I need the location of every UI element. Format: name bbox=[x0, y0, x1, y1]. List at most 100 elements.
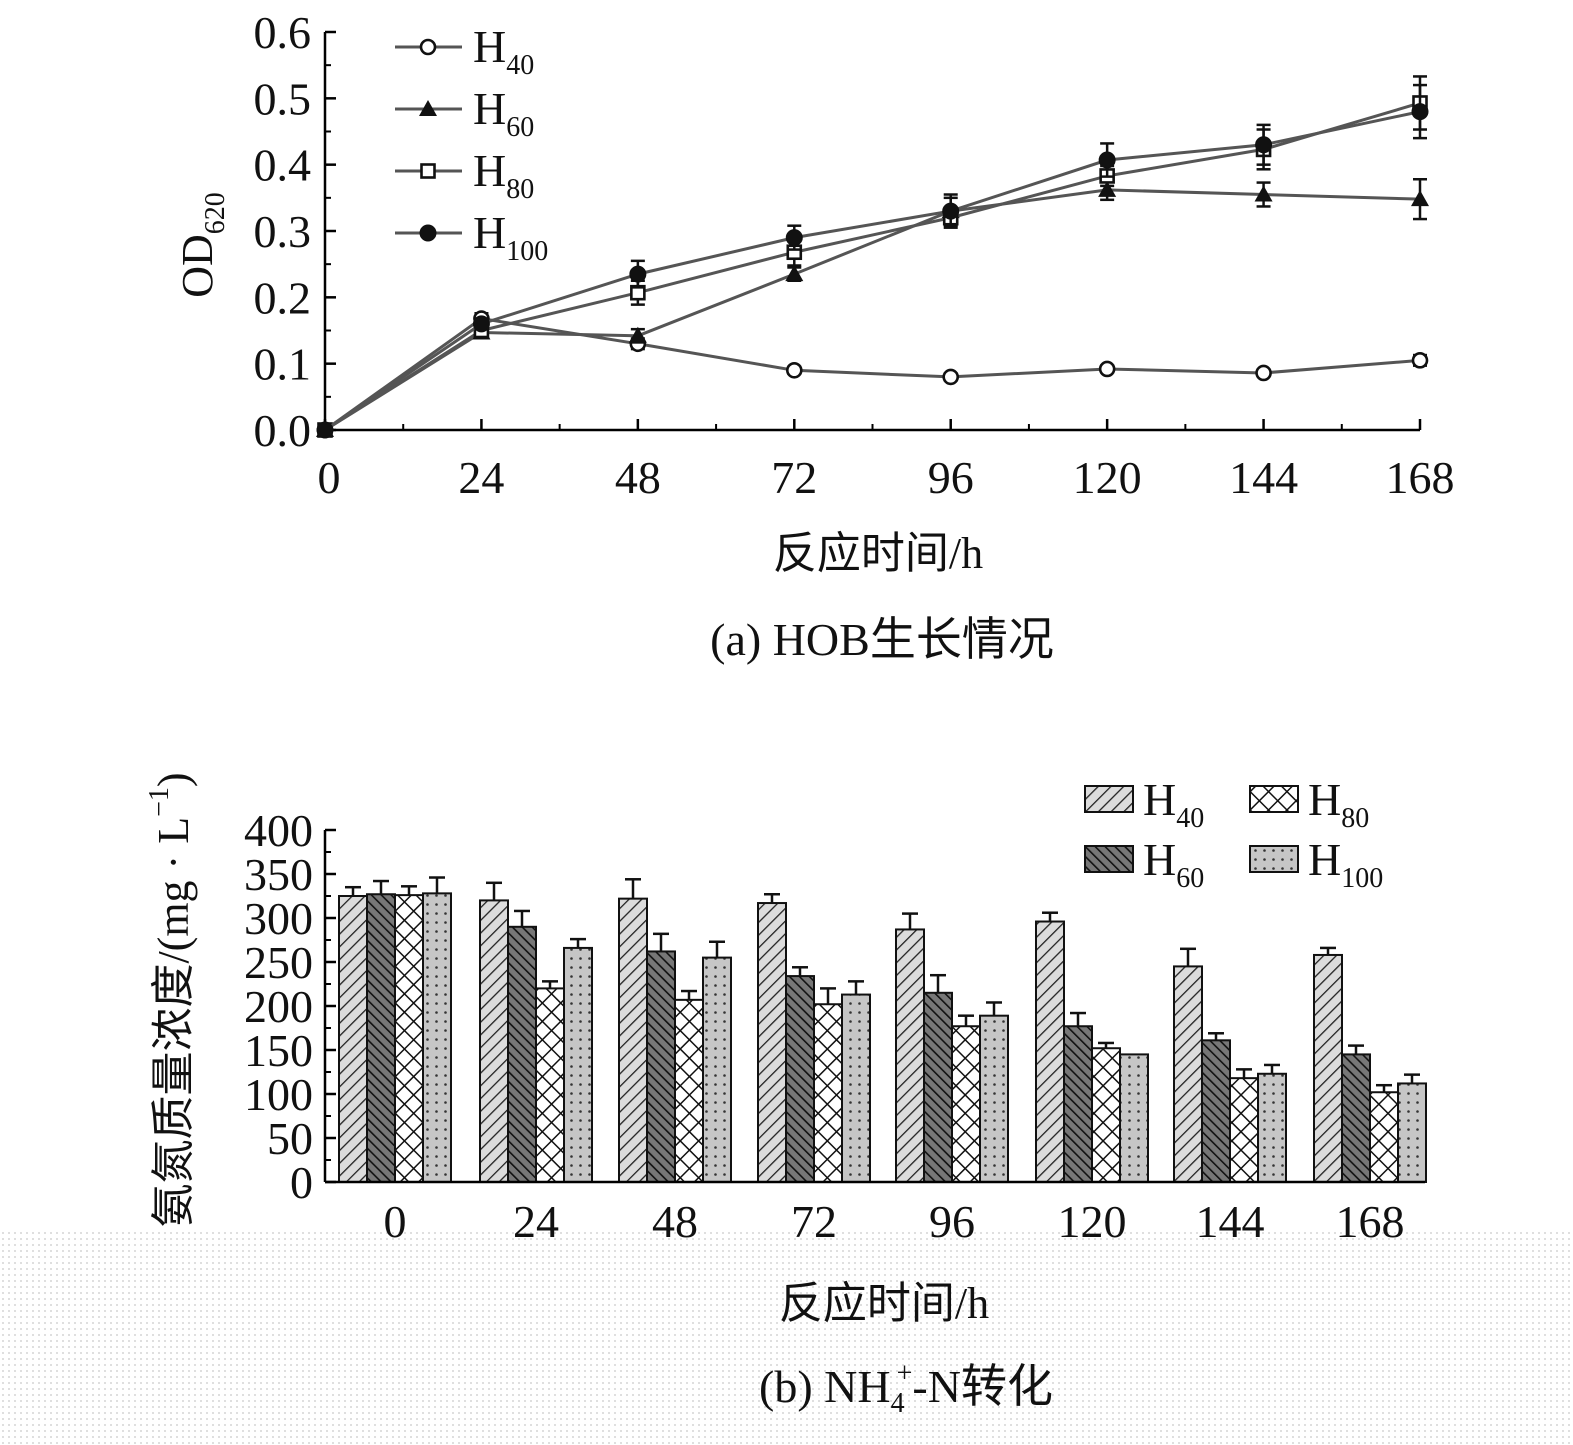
series-h60-point bbox=[785, 265, 804, 282]
bar-h40-168 bbox=[1313, 953, 1343, 1184]
bar-h80-120 bbox=[1091, 1047, 1121, 1183]
chart-b-y-tick-label: 250 bbox=[244, 937, 313, 988]
chart-a-y-tick-label: 0.5 bbox=[254, 73, 312, 124]
bar-h80-24 bbox=[535, 987, 565, 1184]
chart-b-y-tick-label: 200 bbox=[244, 981, 313, 1032]
series-h40-point bbox=[1411, 352, 1429, 369]
legend-h80-label: H80 bbox=[1308, 774, 1369, 834]
legend-h40-label: H40 bbox=[1143, 774, 1204, 834]
legend-h60-label: H60 bbox=[473, 83, 534, 143]
series-h100-point bbox=[1098, 151, 1116, 169]
bar-h80-48 bbox=[674, 998, 704, 1184]
series-h60-point bbox=[628, 326, 647, 343]
bar-h60-72 bbox=[785, 975, 815, 1184]
chart-b-caption: (b) NH4+-N转化 bbox=[759, 1358, 1053, 1419]
chart-b-axes bbox=[323, 828, 1425, 1184]
chart-b-y-tick-label: 100 bbox=[244, 1069, 313, 1120]
bar-h60-144 bbox=[1201, 1039, 1231, 1183]
chart-a-y-tick-label: 0.2 bbox=[254, 272, 312, 323]
chart-a-y-tick-label: 0.1 bbox=[254, 339, 312, 390]
chart-a-y-tick-label: 0.4 bbox=[254, 140, 312, 191]
bar-h60-48 bbox=[646, 950, 676, 1183]
chart-b-x-tick-label: 24 bbox=[513, 1196, 559, 1247]
chart-a-tick-labels: 0.0 0.1 0.2 0.3 0.4 0.5 0.6 0 24 48 72 96 120 144 168 bbox=[254, 7, 1455, 503]
chart-b-y-tick-label: 150 bbox=[244, 1025, 313, 1076]
chart-a-x-axis-label: 反应时间/h bbox=[773, 529, 983, 578]
bar-h60-24 bbox=[507, 925, 537, 1183]
series-h60-line bbox=[324, 188, 1421, 432]
bar-h100-24 bbox=[563, 946, 593, 1183]
legend-h80-label: H80 bbox=[473, 145, 534, 205]
series-h100-point bbox=[1411, 103, 1429, 121]
legend-h100-label: H100 bbox=[473, 207, 548, 267]
legend-h40-label: H40 bbox=[473, 21, 534, 81]
bar-h100-96 bbox=[979, 1014, 1009, 1183]
legend-h100-label: H100 bbox=[1308, 834, 1383, 894]
bar-h40-48 bbox=[618, 897, 648, 1183]
legend-h100-swatch bbox=[1249, 845, 1299, 873]
series-h80-line bbox=[324, 101, 1421, 432]
bar-h40-144 bbox=[1173, 965, 1203, 1184]
chart-b-bars bbox=[338, 876, 1427, 1184]
chart-a-x-tick-label: 72 bbox=[771, 452, 817, 503]
series-h40-point bbox=[1255, 364, 1272, 382]
legend-h40-marker bbox=[419, 38, 437, 56]
legend-h40-swatch bbox=[1084, 785, 1134, 813]
chart-a-x-tick-label: 120 bbox=[1073, 452, 1142, 503]
series-h40-point bbox=[1098, 360, 1116, 378]
chart-a-x-tick-label: 168 bbox=[1386, 452, 1455, 503]
series-h60-point bbox=[1098, 180, 1117, 197]
bar-h100-168 bbox=[1397, 1082, 1427, 1183]
bar-h40-96 bbox=[895, 928, 925, 1183]
series-h100-point bbox=[785, 229, 803, 247]
chart-b-x-tick-label: 144 bbox=[1196, 1196, 1265, 1247]
chart-a-caption: (a) HOB生长情况 bbox=[710, 614, 1054, 665]
bar-h40-120 bbox=[1035, 920, 1065, 1184]
series-h60-point bbox=[1254, 185, 1273, 202]
chart-b-y-tick-label: 400 bbox=[244, 805, 313, 856]
bar-h40-72 bbox=[757, 902, 787, 1183]
chart-a-y-tick-label: 0.3 bbox=[254, 206, 312, 257]
chart-a-axes bbox=[323, 30, 1422, 432]
legend-h60-swatch bbox=[1084, 845, 1134, 873]
bar-h100-48 bbox=[702, 956, 732, 1183]
series-h100 bbox=[316, 83, 1429, 439]
chart-a-series bbox=[316, 75, 1429, 439]
bar-h100-0 bbox=[422, 892, 452, 1183]
bar-h100-144 bbox=[1257, 1072, 1287, 1184]
chart-a: 0.00.10.20.30.40.50.60 24 48 72 96 120 144 168 … bbox=[173, 7, 1455, 665]
chart-a-x-tick-label: 0 bbox=[318, 452, 341, 503]
bar-h80-72 bbox=[813, 1003, 843, 1183]
chart-b-y-tick-label: 300 bbox=[244, 893, 313, 944]
series-h100-point bbox=[472, 315, 490, 333]
chart-b-x-tick-label: 168 bbox=[1336, 1196, 1405, 1247]
series-h100-point bbox=[942, 202, 960, 220]
series-h100-line bbox=[324, 110, 1421, 432]
chart-b-y-tick-label: 0 bbox=[290, 1157, 313, 1208]
chart-b-x-axis-label: 反应时间/h bbox=[779, 1279, 989, 1328]
chart-b-x-tick-label: 48 bbox=[652, 1196, 698, 1247]
chart-a-y-tick-label: 0.6 bbox=[254, 7, 312, 58]
background-texture bbox=[0, 1232, 1573, 1445]
bar-h60-0 bbox=[366, 893, 396, 1183]
chart-b-x-tick-label: 72 bbox=[791, 1196, 837, 1247]
bar-h80-168 bbox=[1369, 1091, 1399, 1183]
series-h40-point bbox=[942, 368, 960, 386]
chart-b-y-axis-label: 氨氮质量浓度/(mg · L−1) bbox=[144, 772, 198, 1227]
chart-b-x-tick-label: 120 bbox=[1058, 1196, 1127, 1247]
chart-b-x-tick-label: 0 bbox=[384, 1196, 407, 1247]
legend-h80-swatch bbox=[1249, 785, 1299, 813]
legend-h60-label: H60 bbox=[1143, 834, 1204, 894]
bar-h60-96 bbox=[923, 991, 953, 1183]
chart-a-x-tick-label: 144 bbox=[1229, 452, 1298, 503]
chart-b-x-tick-label: 96 bbox=[929, 1196, 975, 1247]
chart-a-x-tick-label: 96 bbox=[928, 452, 974, 503]
chart-a-y-tick-label: 0.0 bbox=[254, 405, 312, 456]
series-h100-point bbox=[629, 265, 647, 283]
chart-a-y-axis-label: OD620 bbox=[173, 192, 231, 298]
series-h100-point bbox=[316, 421, 334, 439]
chart-a-x-tick-label: 24 bbox=[458, 452, 504, 503]
